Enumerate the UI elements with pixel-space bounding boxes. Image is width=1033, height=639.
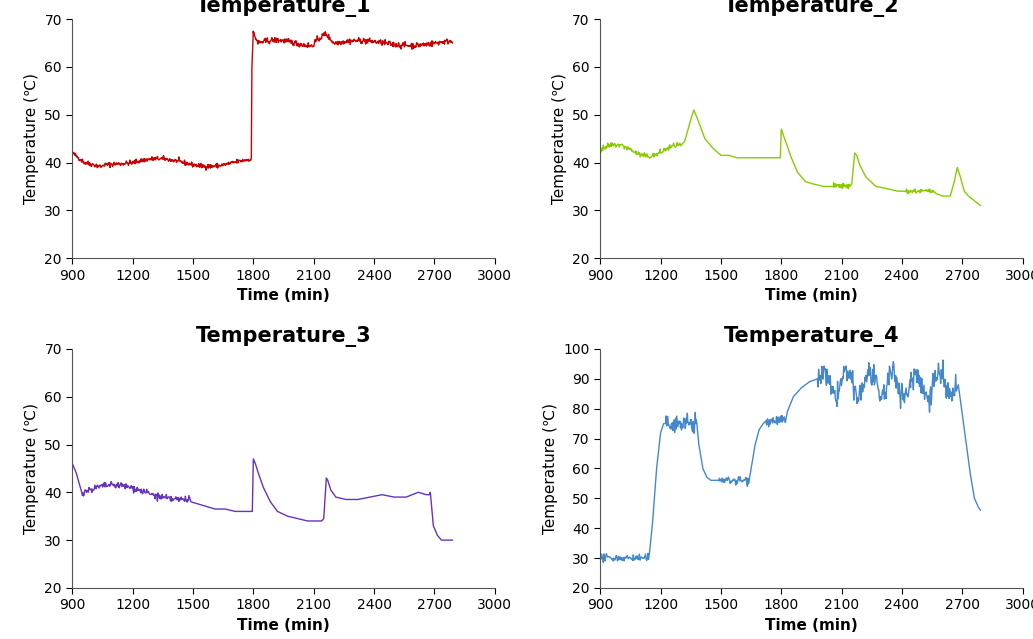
Title: Temperature_3: Temperature_3 — [195, 326, 371, 347]
Y-axis label: Temperature (℃): Temperature (℃) — [552, 73, 567, 204]
Y-axis label: Temperature (℃): Temperature (℃) — [24, 73, 38, 204]
Y-axis label: Temperature (℃): Temperature (℃) — [24, 403, 38, 534]
Title: Temperature_1: Temperature_1 — [195, 0, 371, 17]
X-axis label: Time (min): Time (min) — [238, 618, 330, 633]
Title: Temperature_2: Temperature_2 — [724, 0, 900, 17]
X-axis label: Time (min): Time (min) — [765, 618, 857, 633]
Y-axis label: Temperature (℃): Temperature (℃) — [543, 403, 558, 534]
X-axis label: Time (min): Time (min) — [765, 288, 857, 303]
X-axis label: Time (min): Time (min) — [238, 288, 330, 303]
Title: Temperature_4: Temperature_4 — [724, 326, 900, 347]
